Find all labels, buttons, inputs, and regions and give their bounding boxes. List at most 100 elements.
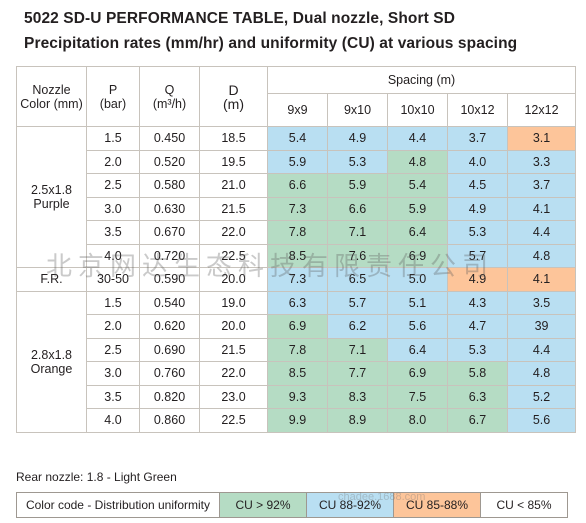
cell-q: 0.860 — [139, 408, 200, 433]
cell-precipitation: 6.9 — [267, 314, 328, 339]
cell-precipitation: 6.5 — [327, 267, 388, 292]
cell-p: 3.5 — [86, 384, 140, 409]
nozzle-group-label: 2.5x1.8 Purple — [16, 126, 87, 268]
rear-nozzle-note: Rear nozzle: 1.8 - Light Green — [16, 470, 177, 484]
cell-precipitation: 4.4 — [387, 126, 448, 151]
header-nozzle-color: Nozzle Color (mm) — [16, 66, 87, 127]
table-row: 3.5 0.820 23.0 9.3 8.3 7.5 6.3 5.2 — [17, 384, 577, 409]
cell-precipitation: 7.3 — [267, 267, 328, 292]
legend-item: CU > 92% — [219, 492, 307, 518]
header-spacing-9x10: 9x10 — [327, 93, 388, 127]
cell-q: 0.520 — [139, 149, 200, 174]
cell-p: 3.0 — [86, 196, 140, 221]
cell-d: 22.0 — [199, 220, 268, 245]
cell-precipitation: 4.1 — [506, 267, 577, 292]
cell-p: 2.0 — [86, 314, 140, 339]
cell-d: 21.5 — [199, 196, 268, 221]
cell-q: 0.580 — [139, 173, 200, 198]
cell-p: 3.5 — [86, 220, 140, 245]
nozzle-group-label: 2.8x1.8 Orange — [16, 290, 87, 433]
cell-precipitation: 5.1 — [387, 290, 448, 315]
table-subtitle: Precipitation rates (mm/hr) and uniformi… — [24, 35, 518, 52]
header-flow: Q (m³/h) — [139, 66, 200, 127]
cell-precipitation: 5.6 — [387, 314, 448, 339]
cell-precipitation: 39 — [506, 314, 577, 339]
cell-d: 20.0 — [199, 267, 268, 292]
cell-d: 19.5 — [199, 149, 268, 174]
legend-item: CU 88-92% — [306, 492, 394, 518]
cell-q: 0.450 — [139, 126, 200, 151]
cell-precipitation: 9.3 — [267, 384, 328, 409]
cell-p: 2.0 — [86, 149, 140, 174]
cell-precipitation: 6.6 — [327, 196, 388, 221]
cell-p: 3.0 — [86, 361, 140, 386]
cell-d: 22.0 — [199, 361, 268, 386]
cell-precipitation: 6.2 — [327, 314, 388, 339]
color-legend: Color code - Distribution uniformity CU … — [16, 492, 568, 518]
cell-precipitation: 5.2 — [506, 384, 577, 409]
cell-precipitation: 4.9 — [447, 196, 508, 221]
cell-q: 0.820 — [139, 384, 200, 409]
cell-precipitation: 4.9 — [327, 126, 388, 151]
cell-precipitation: 3.7 — [447, 126, 508, 151]
cell-precipitation: 6.7 — [447, 408, 508, 433]
cell-q: 0.620 — [139, 314, 200, 339]
table-row: 2.0 0.520 19.5 5.9 5.3 4.8 4.0 3.3 — [17, 149, 577, 174]
header-spacing: Spacing (m) — [266, 66, 577, 94]
table-row: 2.5x1.8 Purple 1.5 0.450 18.5 5.4 4.9 4.4 3.7 3.1 — [16, 126, 577, 268]
cell-d: 19.0 — [199, 290, 268, 315]
cell-p: 2.5 — [86, 337, 140, 362]
header-spacing-12x12: 12x12 — [506, 93, 577, 127]
cell-precipitation: 6.4 — [387, 220, 448, 245]
cell-precipitation: 4.3 — [447, 290, 508, 315]
cell-precipitation: 5.3 — [327, 149, 388, 174]
legend-item: CU 85-88% — [393, 492, 481, 518]
cell-precipitation: 5.8 — [447, 361, 508, 386]
table-row: 3.5 0.670 22.0 7.8 7.1 6.4 5.3 4.4 — [17, 220, 577, 245]
cell-p: 1.5 — [86, 126, 140, 151]
cell-precipitation: 4.5 — [447, 173, 508, 198]
table-row: 3.0 0.760 22.0 8.5 7.7 6.9 5.8 4.8 — [17, 361, 577, 386]
cell-precipitation: 9.9 — [267, 408, 328, 433]
cell-precipitation: 5.3 — [447, 220, 508, 245]
cell-precipitation: 7.6 — [327, 243, 388, 268]
table-row: 4.0 0.860 22.5 9.9 8.9 8.0 6.7 5.6 — [17, 408, 577, 433]
nozzle-color: Orange — [30, 361, 73, 376]
cell-precipitation: 5.6 — [506, 408, 577, 433]
cell-precipitation: 7.8 — [267, 337, 328, 362]
cell-precipitation: 4.1 — [506, 196, 577, 221]
cell-precipitation: 5.4 — [387, 173, 448, 198]
table-row: F.R. 30-50 0.590 20.0 7.3 6.5 5.0 4.9 4.1 — [16, 267, 577, 292]
cell-precipitation: 4.9 — [447, 267, 508, 292]
cell-p: 4.0 — [86, 408, 140, 433]
cell-precipitation: 8.0 — [387, 408, 448, 433]
cell-precipitation: 8.5 — [267, 243, 328, 268]
legend-label: Color code - Distribution uniformity — [16, 492, 220, 518]
cell-precipitation: 5.4 — [267, 126, 328, 151]
table-row: 4.0 0.720 22.5 8.5 7.6 6.9 5.7 4.8 — [17, 243, 577, 268]
cell-precipitation: 5.9 — [267, 149, 328, 174]
cell-precipitation: 7.1 — [327, 337, 388, 362]
cell-q: 0.590 — [139, 267, 200, 292]
cell-precipitation: 7.1 — [327, 220, 388, 245]
performance-table-body: 2.5x1.8 Purple 1.5 0.450 18.5 5.4 4.9 4.4 3.7 3.1… — [16, 126, 577, 433]
cell-precipitation: 5.9 — [327, 173, 388, 198]
header-pressure: P (bar) — [86, 66, 140, 127]
spacing-header-row: 9x9 9x10 10x10 10x12 12x12 — [17, 93, 577, 127]
cell-precipitation: 5.7 — [327, 290, 388, 315]
table-title: 5022 SD-U PERFORMANCE TABLE, Dual nozzle… — [24, 10, 456, 27]
cell-precipitation: 4.4 — [506, 337, 577, 362]
cell-p: 30-50 — [86, 267, 140, 292]
cell-precipitation: 7.5 — [387, 384, 448, 409]
cell-precipitation: 4.8 — [506, 361, 577, 386]
nozzle-group-label: F.R. — [16, 267, 87, 292]
cell-precipitation: 6.6 — [267, 173, 328, 198]
cell-p: 1.5 — [86, 290, 140, 315]
cell-precipitation: 4.4 — [506, 220, 577, 245]
cell-d: 23.0 — [199, 384, 268, 409]
header-spacing-9x9: 9x9 — [267, 93, 328, 127]
cell-precipitation: 8.3 — [327, 384, 388, 409]
cell-q: 0.630 — [139, 196, 200, 221]
cell-precipitation: 8.5 — [267, 361, 328, 386]
header-flow-label: Q — [164, 82, 175, 97]
